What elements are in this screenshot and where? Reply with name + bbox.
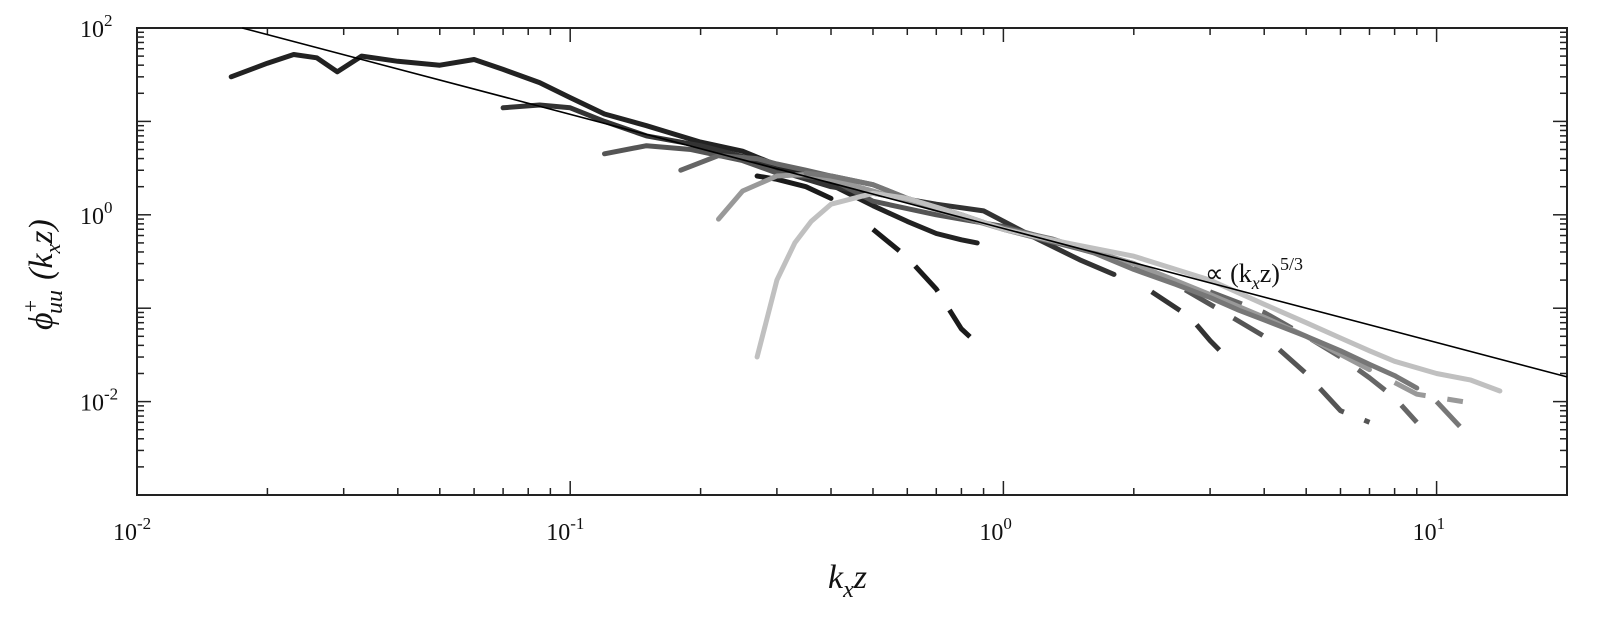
series-layer — [228, 52, 1503, 432]
y-tick-label: 10-2 — [80, 385, 118, 417]
series-7-dashed — [1434, 399, 1465, 432]
series-4-dashed — [1132, 265, 1371, 425]
reference-line-label: ∝ (kxz)5/3 — [1205, 254, 1303, 293]
series-2-dashed — [1150, 289, 1236, 367]
ref-label-sup: 5/3 — [1280, 254, 1303, 274]
ylabel-arg-sub: x — [40, 244, 65, 255]
x-tick-label: 10-1 — [546, 514, 584, 546]
x-tick-label: 100 — [979, 514, 1012, 546]
plot-area — [136, 27, 1568, 496]
ref-label-prefix: ∝ (k — [1205, 259, 1252, 288]
series-3-dashed — [871, 227, 981, 348]
ref-label-sub: x — [1251, 273, 1260, 293]
xlabel-sub: x — [842, 577, 854, 603]
series-6-dashed — [1393, 380, 1464, 405]
ref-label-mid: z) — [1260, 259, 1280, 288]
xlabel-rest: z — [853, 559, 867, 596]
ylabel-sub: uu — [42, 290, 68, 314]
x-axis-label: kxz — [828, 559, 867, 603]
ylabel-arg-open: (k — [23, 253, 60, 280]
reference-line-layer — [242, 27, 1568, 378]
series-5-dashed — [1209, 289, 1419, 424]
reference-power-law-line — [242, 27, 1568, 378]
x-tick-labels: 10-2 10-1 100 101 — [113, 514, 1445, 546]
y-tick-label: 100 — [80, 198, 113, 230]
x-tick-label: 10-2 — [113, 514, 151, 546]
y-tick-label: 102 — [80, 11, 113, 43]
series-8-line — [754, 190, 1503, 394]
ylabel-sup: + — [18, 300, 43, 312]
series-1-line — [228, 52, 980, 246]
x-tick-label: 101 — [1413, 514, 1446, 546]
ylabel-sym: ϕ — [23, 312, 60, 330]
xlabel-base: k — [828, 559, 844, 596]
y-axis-label: ϕ+uu (kxz) — [18, 219, 68, 330]
y-tick-labels: 10-2 100 102 — [80, 11, 118, 417]
ylabel-arg-close: z) — [23, 219, 60, 245]
minor-ticks — [136, 27, 1568, 496]
